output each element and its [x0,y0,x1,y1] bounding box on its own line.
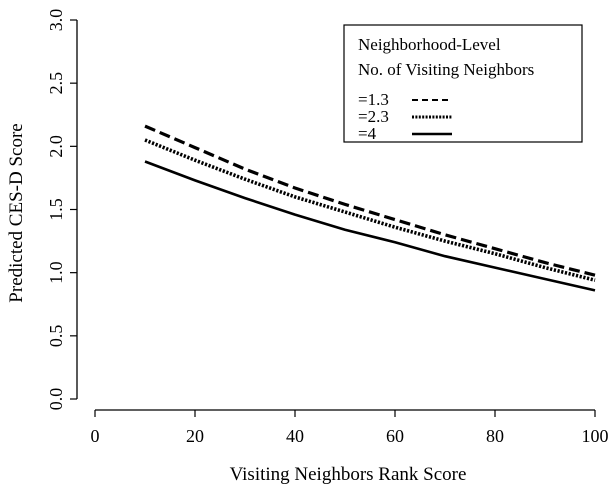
series-line-3 [144,160,596,292]
legend-title-line-2: No. of Visiting Neighbors [358,60,534,79]
legend-entry-label: =1.3 [358,90,389,109]
x-tick-label: 100 [582,426,609,446]
series-lines [144,124,596,292]
legend: Neighborhood-Level No. of Visiting Neigh… [343,24,583,143]
x-tick-label: 80 [486,426,504,446]
legend-entry-label: =4 [358,124,377,143]
x-tick-label: 40 [286,426,304,446]
legend-entry-label: =2.3 [358,107,389,126]
y-tick-label: 0.0 [46,388,66,411]
y-ticks: 0.0 0.5 1.0 1.5 2.0 2.5 3.0 [46,9,77,411]
legend-entries: =1.3=2.3=4 [358,90,452,143]
x-tick-label: 0 [91,426,100,446]
x-tick-label: 60 [386,426,404,446]
x-tick-label: 20 [186,426,204,446]
y-tick-label: 2.0 [46,135,66,158]
series-line-1 [144,124,596,277]
y-tick-label: 0.5 [46,325,66,348]
series-line-2 [144,138,596,282]
x-axis-label: Visiting Neighbors Rank Score [230,464,467,485]
y-tick-label: 1.5 [46,198,66,221]
y-tick-label: 1.0 [46,261,66,284]
x-ticks: 0 20 40 60 80 100 [91,410,609,446]
legend-box [343,24,583,143]
legend-title-line-1: Neighborhood-Level [358,35,501,54]
y-tick-label: 2.5 [46,72,66,95]
y-tick-label: 3.0 [46,9,66,32]
y-axis-label: Predicted CES-D Score [6,123,27,302]
